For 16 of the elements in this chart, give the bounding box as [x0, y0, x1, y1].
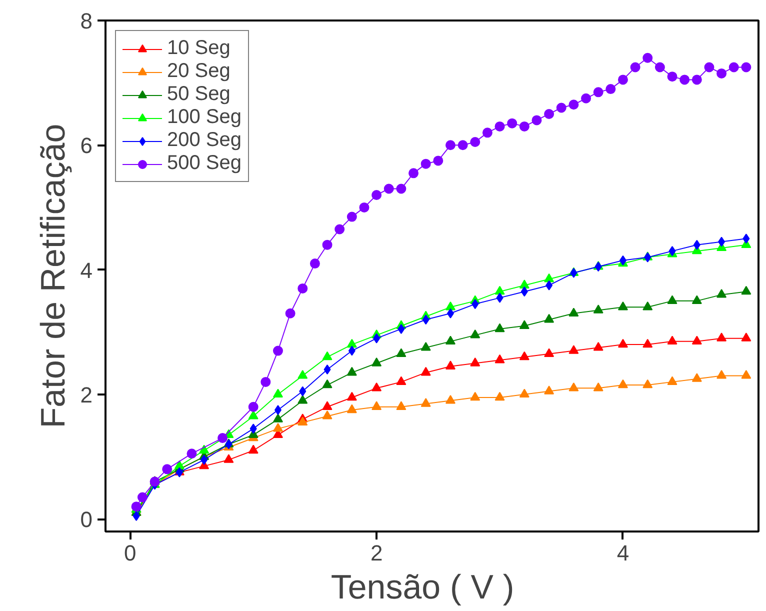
y-tick-label: 0 [80, 507, 93, 532]
legend-label: 50 Seg [167, 83, 230, 106]
y-axis-title: Fator de Retificação [34, 124, 72, 428]
y-tick-label: 4 [80, 258, 93, 283]
x-axis-title: Tensão ( V ) [330, 568, 514, 606]
legend-label: 10 Seg [167, 37, 230, 60]
x-tick-label: 0 [124, 540, 136, 566]
y-tick-label: 6 [80, 133, 93, 158]
legend-label: 100 Seg [167, 106, 242, 129]
y-tick-label: 8 [80, 8, 93, 34]
legend-label: 500 Seg [167, 152, 242, 175]
legend-label: 20 Seg [167, 60, 230, 83]
y-tick-label: 2 [80, 382, 93, 408]
x-tick-label: 4 [616, 540, 630, 566]
x-tick-label: 2 [370, 540, 383, 566]
legend-label: 200 Seg [167, 129, 242, 152]
